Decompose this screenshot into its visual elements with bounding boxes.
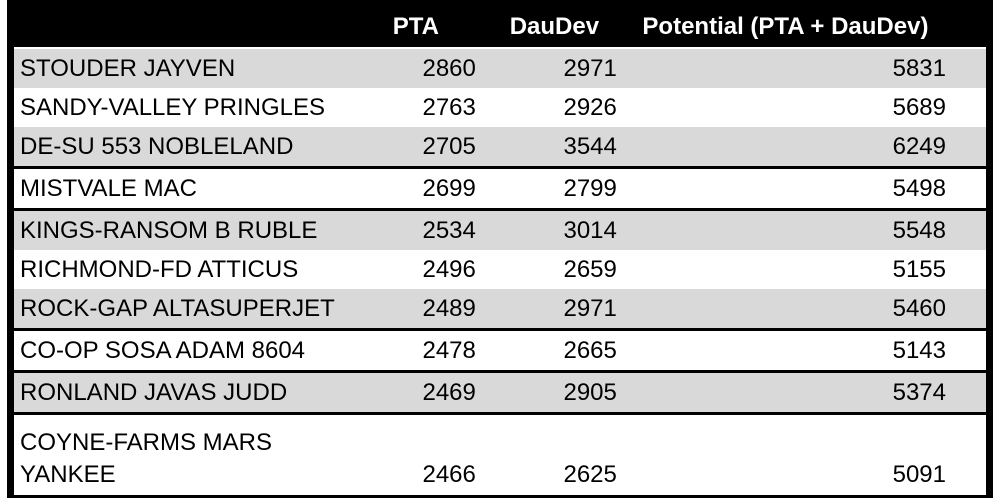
- animal-name-cell: DE-SU 553 NOBLELAND: [10, 127, 348, 169]
- pta-value-cell: 2534: [347, 209, 484, 250]
- daudev-value-cell: 2665: [483, 329, 625, 373]
- potential-value-cell: 5460: [624, 289, 990, 331]
- animal-name-cell: CO-OP SOSA ADAM 8604: [10, 329, 348, 373]
- potential-value-cell: 5498: [624, 167, 990, 211]
- potential-value-cell: 5091: [624, 413, 990, 498]
- table-row: RONLAND JAVAS JUDD 2469 2905 5374: [10, 371, 990, 415]
- column-header-name: [10, 3, 348, 49]
- animal-name-cell: MISTVALE MAC: [10, 167, 348, 211]
- bull-ranking-table: PTA DauDev Potential (PTA + DauDev) STOU…: [7, 0, 993, 498]
- pta-value-cell: 2478: [347, 329, 484, 373]
- potential-value-cell: 5143: [624, 329, 990, 373]
- potential-value-cell: 6249: [624, 127, 990, 169]
- pta-value-cell: 2763: [347, 88, 484, 127]
- pta-value-cell: 2860: [347, 48, 484, 88]
- daudev-value-cell: 2905: [483, 371, 625, 415]
- daudev-value-cell: 3544: [483, 127, 625, 169]
- animal-name-cell: KINGS-RANSOM B RUBLE: [10, 209, 348, 250]
- column-header-potential: Potential (PTA + DauDev): [624, 3, 990, 49]
- animal-name-cell: SANDY-VALLEY PRINGLES: [10, 88, 348, 127]
- animal-name-cell: STOUDER JAYVEN: [10, 48, 348, 88]
- daudev-value-cell: 2971: [483, 289, 625, 331]
- animal-name-cell: ROCK-GAP ALTASUPERJET: [10, 289, 348, 331]
- animal-name-cell: RONLAND JAVAS JUDD: [10, 371, 348, 415]
- daudev-value-cell: 2659: [483, 250, 625, 289]
- table-row: MISTVALE MAC 2699 2799 5498: [10, 167, 990, 211]
- daudev-value-cell: 2971: [483, 48, 625, 88]
- table-row: KINGS-RANSOM B RUBLE 2534 3014 5548: [10, 209, 990, 250]
- header-row: PTA DauDev Potential (PTA + DauDev): [10, 3, 990, 49]
- pta-value-cell: 2496: [347, 250, 484, 289]
- table-row: STOUDER JAYVEN 2860 2971 5831: [10, 48, 990, 88]
- animal-name-cell: RICHMOND-FD ATTICUS: [10, 250, 348, 289]
- daudev-value-cell: 2799: [483, 167, 625, 211]
- column-header-pta: PTA: [347, 3, 484, 49]
- potential-value-cell: 5689: [624, 88, 990, 127]
- table-row: COYNE-FARMS MARS YANKEE 2466 2625 5091: [10, 413, 990, 498]
- animal-name-cell: COYNE-FARMS MARS YANKEE: [10, 413, 348, 498]
- table-row: SANDY-VALLEY PRINGLES 2763 2926 5689: [10, 88, 990, 127]
- daudev-value-cell: 2926: [483, 88, 625, 127]
- potential-value-cell: 5548: [624, 209, 990, 250]
- pta-value-cell: 2699: [347, 167, 484, 211]
- table-row: CO-OP SOSA ADAM 8604 2478 2665 5143: [10, 329, 990, 373]
- table-row: DE-SU 553 NOBLELAND 2705 3544 6249: [10, 127, 990, 169]
- table-header: PTA DauDev Potential (PTA + DauDev): [10, 3, 990, 49]
- pta-value-cell: 2705: [347, 127, 484, 169]
- potential-value-cell: 5374: [624, 371, 990, 415]
- daudev-value-cell: 2625: [483, 413, 625, 498]
- potential-value-cell: 5155: [624, 250, 990, 289]
- potential-value-cell: 5831: [624, 48, 990, 88]
- table-row: RICHMOND-FD ATTICUS 2496 2659 5155: [10, 250, 990, 289]
- column-header-daudev: DauDev: [483, 3, 625, 49]
- daudev-value-cell: 3014: [483, 209, 625, 250]
- pta-value-cell: 2466: [347, 413, 484, 498]
- pta-value-cell: 2489: [347, 289, 484, 331]
- pta-value-cell: 2469: [347, 371, 484, 415]
- table-body: STOUDER JAYVEN 2860 2971 5831 SANDY-VALLEY P…: [10, 48, 990, 498]
- table-row: ROCK-GAP ALTASUPERJET 2489 2971 5460: [10, 289, 990, 331]
